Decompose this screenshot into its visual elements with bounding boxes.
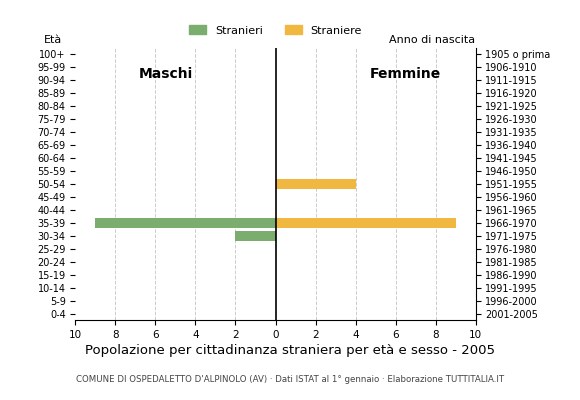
Bar xyxy=(235,231,276,241)
Text: Età: Età xyxy=(44,35,61,45)
Bar xyxy=(276,218,456,228)
Legend: Stranieri, Straniere: Stranieri, Straniere xyxy=(185,21,366,40)
Bar xyxy=(276,179,356,189)
Text: COMUNE DI OSPEDALETTO D'ALPINOLO (AV) · Dati ISTAT al 1° gennaio · Elaborazione : COMUNE DI OSPEDALETTO D'ALPINOLO (AV) · … xyxy=(76,375,504,384)
Bar xyxy=(96,218,275,228)
Text: Popolazione per cittadinanza straniera per età e sesso - 2005: Popolazione per cittadinanza straniera p… xyxy=(85,344,495,357)
Text: Anno di nascita: Anno di nascita xyxy=(390,35,476,45)
Text: Maschi: Maschi xyxy=(138,67,193,81)
Text: Femmine: Femmine xyxy=(370,67,441,81)
